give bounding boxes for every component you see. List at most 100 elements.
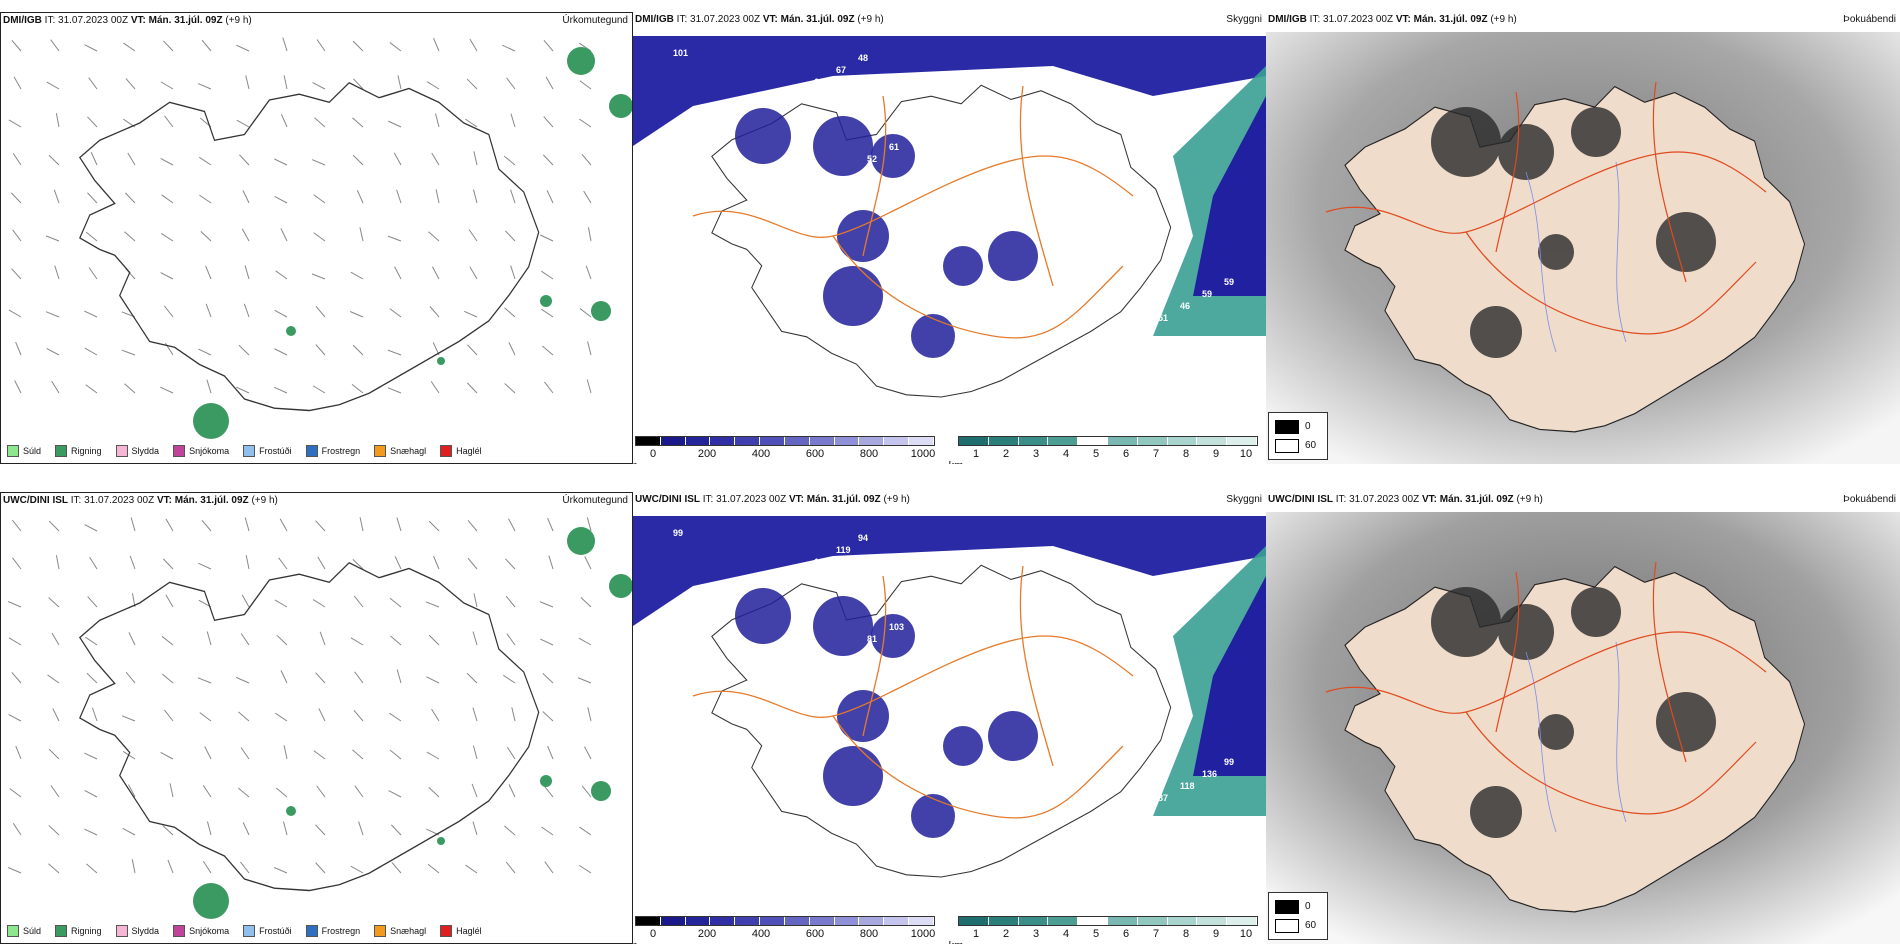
river: [1615, 641, 1627, 823]
colorbar-segment: [1107, 917, 1138, 925]
ceiling-value-label: 59: [1224, 277, 1234, 287]
wind-barb: [206, 821, 212, 836]
wind-barb: [274, 348, 288, 356]
colorbar-segment: [884, 917, 910, 925]
visibility-colorbar: km 1 2 3 4 5 6 7 8 9 10: [949, 436, 1258, 464]
wind-barb: [15, 341, 22, 356]
wind-barb: [579, 80, 592, 90]
panel-uwc-precip-type: UWC/DINI ISL IT: 31.07.2023 00Z VT: Mán.…: [0, 492, 633, 944]
wind-barb: [430, 381, 440, 394]
wind-barb: [547, 517, 554, 532]
wind-barb: [428, 231, 440, 242]
colorbar-tick: 0: [649, 928, 657, 940]
colorbar-segment: [1137, 917, 1168, 925]
wind-barb: [88, 267, 98, 280]
wind-barb: [48, 748, 60, 760]
wind-barb: [12, 823, 22, 836]
wind-barb: [426, 676, 440, 684]
panel-header: UWC/DINI ISL IT: 31.07.2023 00Z VT: Mán.…: [1268, 494, 1896, 505]
wind-barb: [352, 117, 364, 128]
wind-barb: [354, 785, 364, 798]
wind-barb: [547, 745, 554, 760]
wind-barb: [586, 379, 592, 394]
legend-item: Slydda: [115, 925, 159, 937]
wind-barb: [238, 711, 250, 722]
wind-barb: [317, 556, 326, 570]
wind-barb: [275, 270, 288, 280]
wind-barb: [435, 113, 440, 128]
colorbar-segment: [1018, 437, 1049, 445]
wind-barb: [125, 78, 136, 90]
ceiling-value-label: 91: [761, 810, 771, 820]
wind-barb: [354, 671, 364, 684]
ceiling-value-label: 50: [783, 318, 793, 328]
wind-barb: [164, 709, 174, 722]
rain-area: [540, 775, 552, 787]
wind-barb: [543, 785, 554, 798]
wind-barb: [242, 190, 250, 204]
colorbar-segment: [909, 917, 934, 925]
ceiling-value-label: 86: [1171, 200, 1181, 210]
colorbar-segment: [784, 917, 810, 925]
wind-barb: [315, 344, 326, 356]
colorbar-segment: [859, 437, 885, 445]
wind-barb: [274, 386, 288, 394]
wind-barb: [579, 308, 592, 318]
ceiling-value-label: 112: [986, 675, 1001, 685]
wind-barb: [12, 229, 22, 242]
wind-barb: [426, 751, 440, 760]
colorbar-unit: km: [949, 460, 964, 464]
ceiling-value-label: 110: [739, 822, 754, 832]
wind-barb: [463, 310, 478, 318]
fog-area: [1538, 234, 1574, 270]
road: [692, 155, 1134, 238]
wind-barb: [84, 310, 98, 318]
wind-barb: [352, 344, 364, 356]
ceiling-value-label: 96: [902, 359, 912, 369]
rain-area: [609, 574, 632, 598]
wind-barb: [160, 232, 174, 242]
wind-barb: [312, 385, 326, 394]
colorbar-segment: [1227, 437, 1257, 445]
wind-barb: [580, 597, 592, 608]
wind-barb: [546, 190, 554, 204]
low-ceiling-area: [988, 711, 1038, 761]
wind-barb: [48, 597, 60, 608]
ceiling-value-label: 70: [911, 130, 921, 140]
wind-barb: [472, 631, 478, 646]
ceiling-value-label: 118: [1180, 781, 1195, 791]
wind-barb: [199, 156, 212, 166]
wind-barb: [86, 672, 98, 684]
road: [832, 715, 1124, 819]
map-fog-index: [1266, 512, 1900, 944]
ceiling-value-label: 67: [761, 330, 771, 340]
panel-type-label: Þokuábendi: [1843, 494, 1896, 505]
road: [862, 95, 887, 257]
wind-barb: [121, 715, 136, 722]
colorbar-tick: 8: [1182, 928, 1190, 940]
ceiling-value-label: 85: [708, 253, 718, 263]
wind-barb: [542, 711, 554, 722]
ceiling-value-label: 66: [1149, 692, 1159, 702]
wind-barb: [431, 266, 440, 280]
wind-barb: [472, 745, 478, 760]
colorbar-tick: 3: [1032, 448, 1040, 460]
wind-barb: [394, 266, 402, 280]
wind-barb: [274, 158, 288, 166]
panel-header: DMI/IGB IT: 31.07.2023 00Z VT: Mán. 31.j…: [3, 15, 628, 26]
panel-header: UWC/DINI ISL IT: 31.07.2023 00Z VT: Mán.…: [3, 495, 628, 506]
wind-barb: [353, 595, 364, 608]
colorbar-tick: 10: [1239, 448, 1253, 460]
colorbar-segment: [988, 917, 1019, 925]
low-ceiling-area: [823, 746, 883, 806]
ceiling-value-label: 102: [1052, 639, 1067, 649]
wind-barb: [585, 265, 592, 280]
wind-barb: [160, 272, 174, 280]
wind-barb: [312, 82, 326, 90]
wind-barb: [45, 311, 60, 318]
wind-barb: [469, 266, 478, 280]
wind-barb: [396, 189, 402, 204]
colorbar-segment: [710, 437, 736, 445]
ceiling-value-label: 120: [999, 82, 1014, 92]
ceiling-value-label: 53: [1127, 224, 1137, 234]
